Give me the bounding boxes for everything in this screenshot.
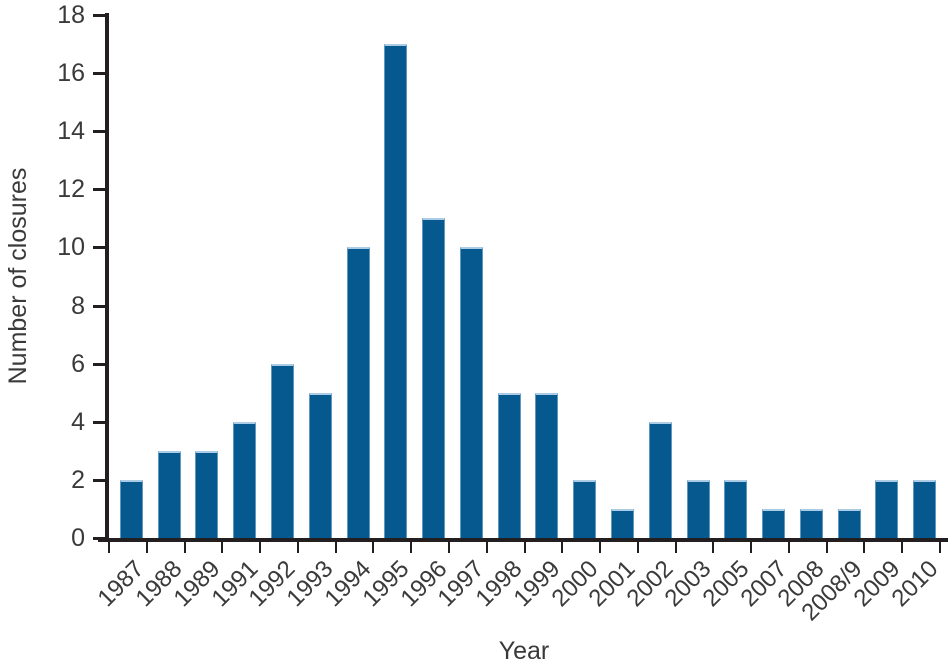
bar-1989 (195, 450, 219, 538)
x-axis-title: Year (498, 637, 550, 665)
y-tick-label-12: 12 (57, 175, 85, 204)
x-axis-tick (259, 542, 262, 553)
x-axis-tick (901, 542, 904, 553)
y-tick-label-0: 0 (71, 524, 85, 552)
x-axis-tick (183, 542, 186, 553)
bar-2005 (724, 479, 748, 538)
x-axis-line (98, 538, 948, 542)
y-axis-title: Number of closures (4, 167, 32, 385)
bar-2008/9 (837, 508, 861, 538)
x-axis-tick (221, 542, 224, 553)
y-tick-label-10: 10 (57, 233, 85, 262)
x-axis-tick (447, 542, 450, 553)
bar-1999 (535, 392, 559, 538)
bar-1991 (233, 421, 257, 538)
y-tick-label-16: 16 (57, 59, 85, 88)
bar-1994 (346, 247, 370, 538)
x-axis-tick (787, 542, 790, 553)
y-axis-tick (93, 246, 108, 250)
y-axis-line (105, 13, 109, 542)
y-tick-label-6: 6 (71, 349, 85, 378)
y-axis-tick (93, 130, 108, 134)
bar-2001 (610, 508, 634, 538)
x-axis-tick (825, 542, 828, 553)
x-axis-tick (561, 542, 564, 553)
bar-2000 (573, 479, 597, 538)
y-tick-label-2: 2 (71, 465, 85, 494)
x-axis-tick (863, 542, 866, 553)
x-axis-tick (674, 542, 677, 553)
y-axis-tick (93, 14, 108, 17)
y-tick-label-14: 14 (57, 117, 85, 146)
x-axis-tick (108, 542, 110, 553)
bar-2010 (913, 479, 937, 538)
x-axis-tick (485, 542, 488, 553)
x-axis-tick (939, 542, 941, 553)
bar-1992 (271, 363, 294, 538)
x-axis-tick (410, 542, 413, 553)
x-axis-tick (712, 542, 715, 553)
y-tick-label-18: 18 (57, 1, 85, 29)
bar-2003 (686, 479, 710, 538)
x-axis-tick (334, 542, 337, 553)
x-axis-tick (372, 542, 375, 553)
bar-1995 (384, 44, 408, 538)
x-axis-tick (296, 542, 299, 553)
x-axis-tick (145, 542, 148, 553)
bar-1987 (119, 479, 143, 538)
y-axis-tick (93, 420, 108, 424)
x-axis-tick (750, 542, 753, 553)
bar-2009 (875, 479, 899, 538)
bar-2002 (648, 421, 672, 538)
y-axis-tick (93, 304, 108, 308)
y-tick-label-8: 8 (71, 291, 85, 320)
bar-1988 (157, 450, 181, 538)
x-axis-tick (636, 542, 639, 553)
bar-1997 (459, 247, 483, 538)
bar-2008 (799, 508, 823, 538)
bar-1993 (308, 392, 332, 538)
y-axis-tick (93, 362, 108, 366)
bar-1998 (497, 392, 521, 538)
bar-2007 (762, 508, 785, 538)
y-axis-tick (93, 72, 108, 76)
y-axis-tick (93, 537, 108, 540)
y-axis-tick (93, 188, 108, 192)
y-tick-label-4: 4 (71, 407, 85, 436)
x-axis-tick (599, 542, 602, 553)
x-axis-tick (523, 542, 526, 553)
y-axis-tick (93, 478, 108, 482)
bar-1996 (422, 218, 446, 538)
